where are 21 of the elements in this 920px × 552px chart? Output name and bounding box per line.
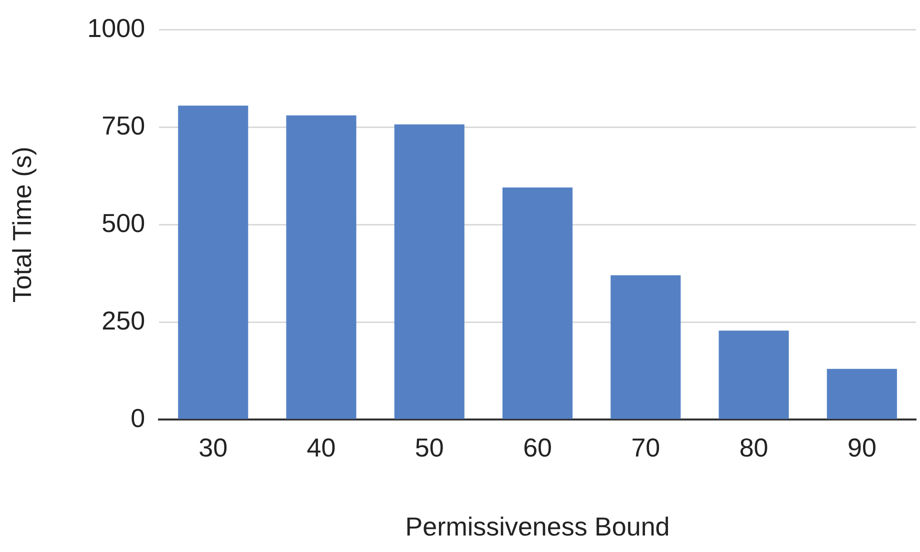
bar [718, 330, 789, 419]
bar [826, 368, 897, 419]
y-axis-title: Total Time (s) [6, 146, 37, 303]
bar [502, 188, 573, 419]
x-tick-label: 70 [631, 432, 660, 462]
bar [394, 124, 464, 419]
x-tick-label: 60 [523, 432, 552, 462]
y-tick-label: 750 [102, 110, 146, 140]
x-axis-title: Permissiveness Bound [405, 512, 670, 542]
x-tick-label: 80 [739, 432, 768, 462]
x-tick-label: 30 [198, 432, 228, 462]
y-tick-label: 250 [102, 305, 146, 336]
bar [286, 115, 356, 419]
y-tick-label: 500 [102, 208, 146, 238]
y-tick-label: 1000 [87, 12, 146, 43]
bar [610, 275, 681, 419]
x-tick-label: 40 [306, 432, 336, 462]
x-tick-label: 90 [847, 432, 876, 462]
x-tick-label: 50 [414, 432, 444, 462]
y-tick-label: 0 [130, 402, 146, 433]
bar [178, 106, 248, 419]
